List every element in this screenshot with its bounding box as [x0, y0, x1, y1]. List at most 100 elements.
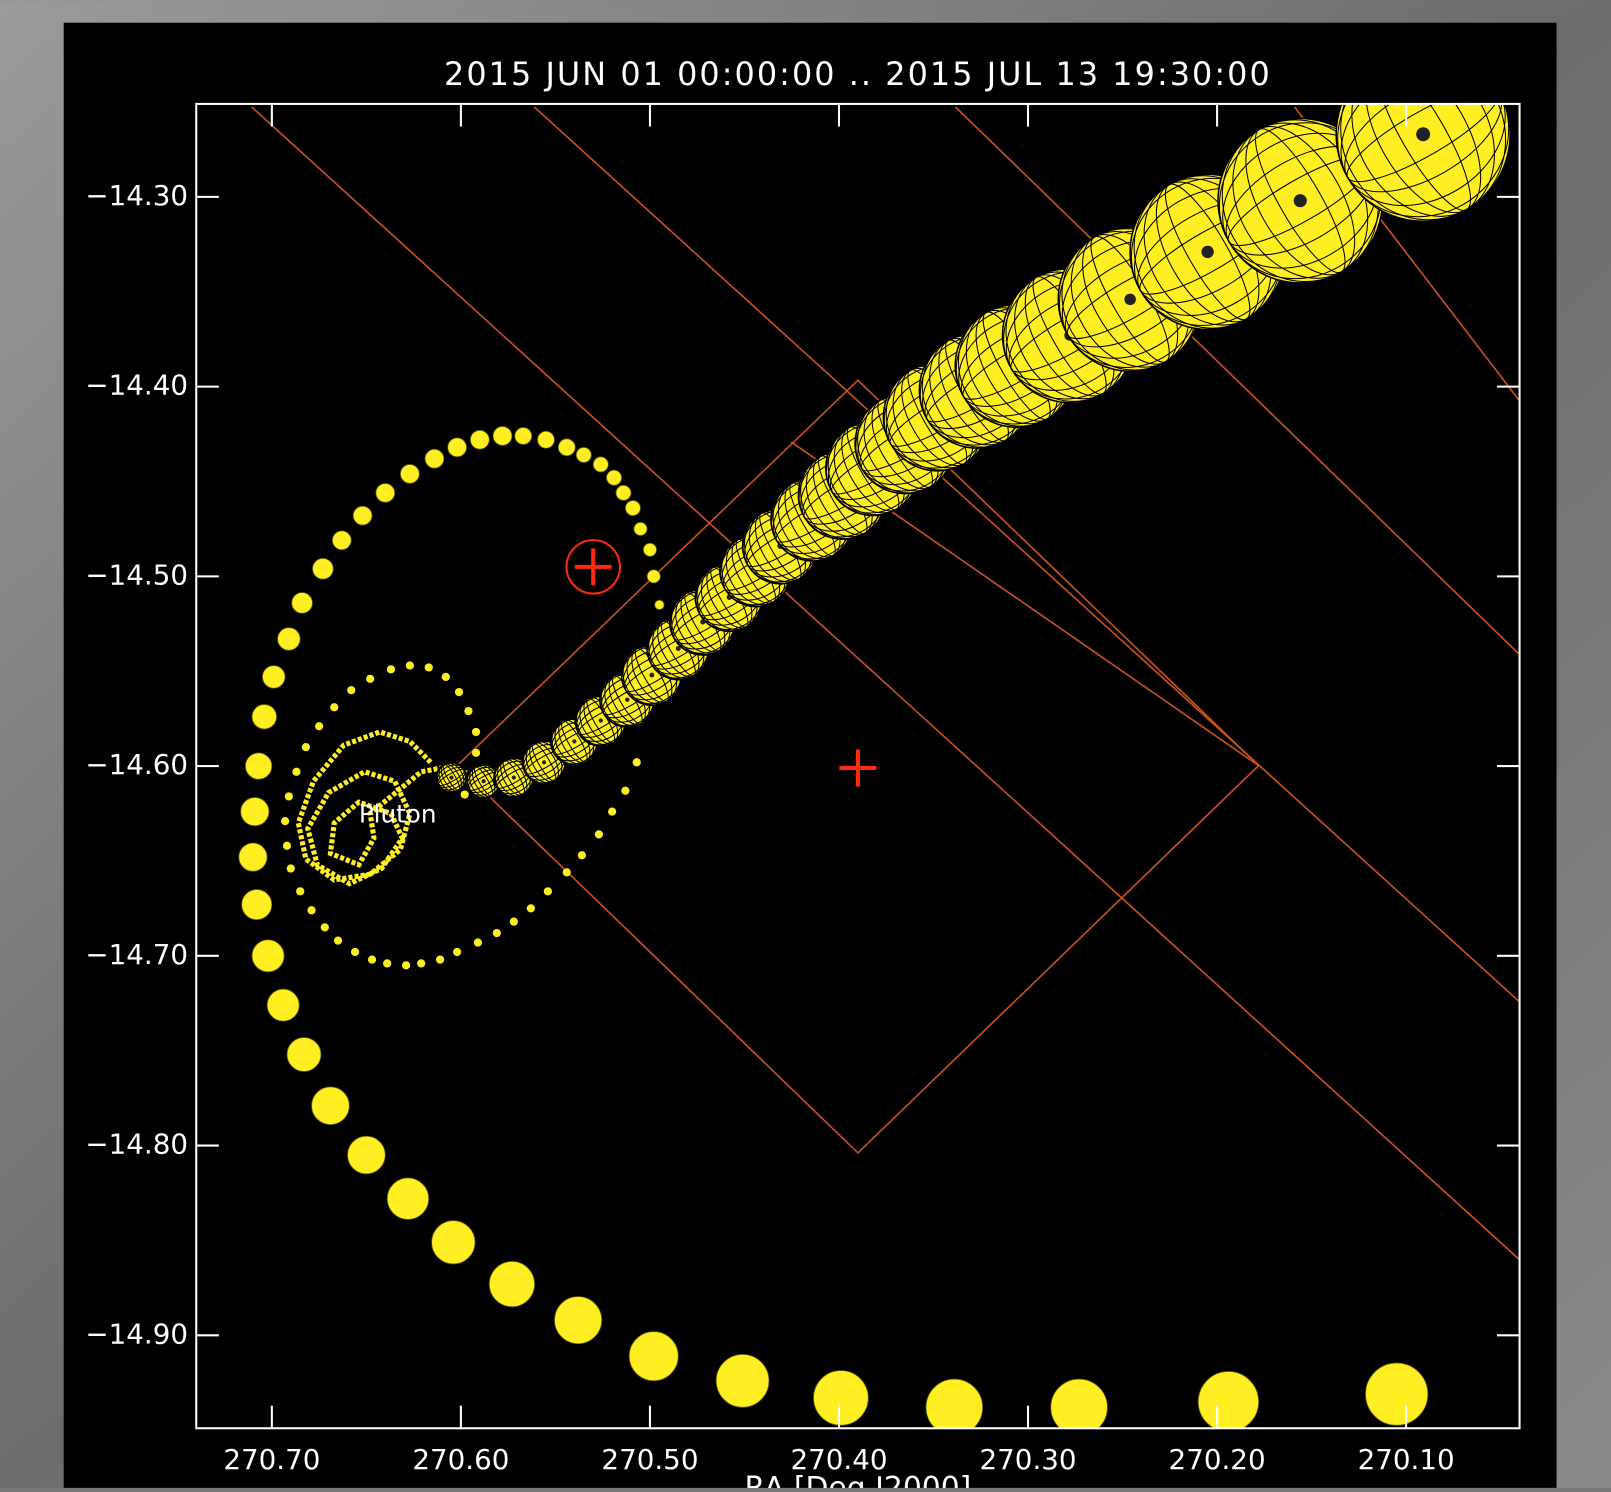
body-position [576, 447, 591, 462]
moon-position [461, 790, 469, 798]
moon-position [442, 673, 450, 681]
moon-position [493, 929, 501, 937]
moon-position [307, 906, 315, 914]
body-position [515, 427, 532, 444]
moon-position [321, 923, 329, 931]
y-tick-label: −14.30 [85, 179, 188, 212]
moon-position [302, 743, 310, 751]
body-position [252, 940, 284, 972]
moon-position [563, 868, 571, 876]
moon-position [285, 792, 293, 800]
body-position [267, 989, 299, 1021]
body-position [353, 506, 372, 525]
moon-position [578, 851, 586, 859]
body-position [387, 1178, 429, 1220]
y-tick-label: −14.80 [85, 1128, 188, 1161]
body-position [616, 485, 631, 500]
body-position [292, 593, 313, 614]
body-position [1198, 1371, 1258, 1431]
body-position [278, 628, 301, 651]
body-position [400, 464, 419, 483]
body-position [313, 558, 334, 579]
x-tick-label: 270.10 [1358, 1443, 1455, 1476]
body-position [376, 483, 395, 502]
body-position [537, 431, 554, 448]
moon-position [455, 688, 463, 696]
body-position [643, 543, 656, 556]
y-tick-label: −14.60 [85, 748, 188, 781]
body-position [554, 1296, 601, 1343]
x-tick-label: 270.20 [1169, 1443, 1266, 1476]
moon-position [464, 707, 472, 715]
chart-title: 2015 JUN 01 00:00:00 .. 2015 JUL 13 19:3… [444, 55, 1272, 93]
body-position [470, 430, 489, 449]
moon-position [387, 665, 395, 673]
body-position [312, 1087, 350, 1125]
body-position [629, 1332, 678, 1381]
body-position [262, 666, 285, 689]
moon-position [287, 864, 295, 872]
moon-position [417, 959, 425, 967]
body-position [252, 704, 277, 729]
y-tick-label: −14.50 [85, 558, 188, 591]
moon-position [527, 904, 535, 912]
body-position [347, 1136, 385, 1174]
body-position [241, 797, 269, 825]
body-position [239, 843, 267, 871]
moon-position [347, 686, 355, 694]
y-tick-label: −14.40 [85, 369, 188, 402]
moon-position [608, 808, 616, 816]
body-position [634, 522, 647, 535]
moon-position [474, 938, 482, 946]
page: 2015 JUN 01 00:00:00 .. 2015 JUL 13 19:3… [0, 0, 1611, 1488]
annotation: Pluton [359, 799, 437, 828]
body-position [813, 1370, 868, 1425]
body-position [448, 438, 467, 457]
body-position [242, 889, 272, 919]
moon-position [472, 749, 480, 757]
chart: 2015 JUN 01 00:00:00 .. 2015 JUL 13 19:3… [0, 0, 1611, 1488]
moon-position [383, 959, 391, 967]
body-position [606, 470, 621, 485]
moon-position [296, 887, 304, 895]
body-position [716, 1354, 769, 1407]
body-position [625, 500, 640, 515]
moon-position [281, 817, 289, 825]
body-position [425, 449, 444, 468]
moon-position [633, 758, 641, 766]
x-tick-label: 270.60 [412, 1443, 509, 1476]
body-position [489, 1261, 534, 1306]
moon-position [283, 842, 291, 850]
body-position [593, 457, 608, 472]
moon-position [621, 787, 629, 795]
moon-position [406, 661, 414, 669]
x-tick-label: 270.70 [223, 1443, 320, 1476]
body-position [493, 426, 512, 445]
body-position [245, 753, 271, 779]
x-tick-label: 270.30 [980, 1443, 1077, 1476]
moon-position [425, 663, 433, 671]
moon-position [351, 948, 359, 956]
moon-position [595, 830, 603, 838]
moon-position [368, 956, 376, 964]
moon-position [453, 948, 461, 956]
moon-position [402, 961, 410, 969]
moon-position [544, 887, 552, 895]
body-position [647, 570, 660, 583]
moon-position [366, 675, 374, 683]
moon-position [436, 956, 444, 964]
body-position [558, 439, 575, 456]
y-tick-label: −14.90 [85, 1317, 188, 1350]
moon-position [330, 703, 338, 711]
moon-position [334, 937, 342, 945]
moon-position [472, 728, 480, 736]
moon-position [292, 768, 300, 776]
body-position [655, 600, 664, 609]
body-position [432, 1221, 475, 1264]
body-position [1365, 1363, 1427, 1425]
body-position [287, 1037, 321, 1071]
moon-position [315, 722, 323, 730]
y-tick-label: −14.70 [85, 938, 188, 971]
body-position [332, 531, 351, 550]
moon-position [510, 918, 518, 926]
